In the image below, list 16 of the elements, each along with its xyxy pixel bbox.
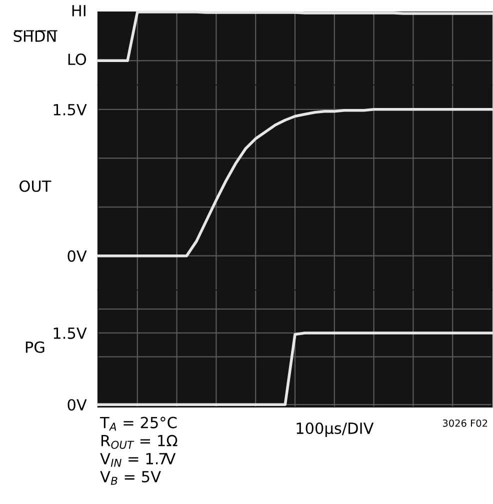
text: V$_{B}$ = 5V: [100, 471, 161, 485]
y-axis-title: OUT: [20, 180, 52, 192]
y-tick-label: 0V: [68, 250, 87, 262]
y-axis-title: PG: [26, 341, 44, 353]
text: HI: [72, 5, 86, 16]
text: T$_{A}$ = 25°C: [100, 416, 177, 431]
text: LO: [68, 54, 86, 66]
text: 3026 F02: [442, 419, 488, 427]
y-tick-label: 0V: [68, 399, 87, 411]
x-axis-title: 100µs/DIV: [296, 422, 374, 437]
line-series: [96, 108, 493, 258]
y-tick-label: 1.5V: [54, 104, 87, 116]
text: R$_{OUT}$ = 1Ω: [102, 434, 178, 449]
y-tick-label: 1.5V: [54, 328, 87, 339]
text: V$_{IN}$ = 1.7V: [100, 453, 176, 467]
y-axis-title: S̅H̅D̅N̅: [14, 30, 58, 42]
